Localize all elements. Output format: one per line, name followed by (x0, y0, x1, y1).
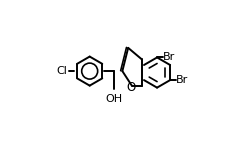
Text: Br: Br (163, 52, 175, 62)
Text: Cl: Cl (57, 66, 67, 76)
Text: Br: Br (176, 75, 189, 85)
Text: O: O (126, 81, 136, 94)
Text: OH: OH (106, 94, 123, 104)
